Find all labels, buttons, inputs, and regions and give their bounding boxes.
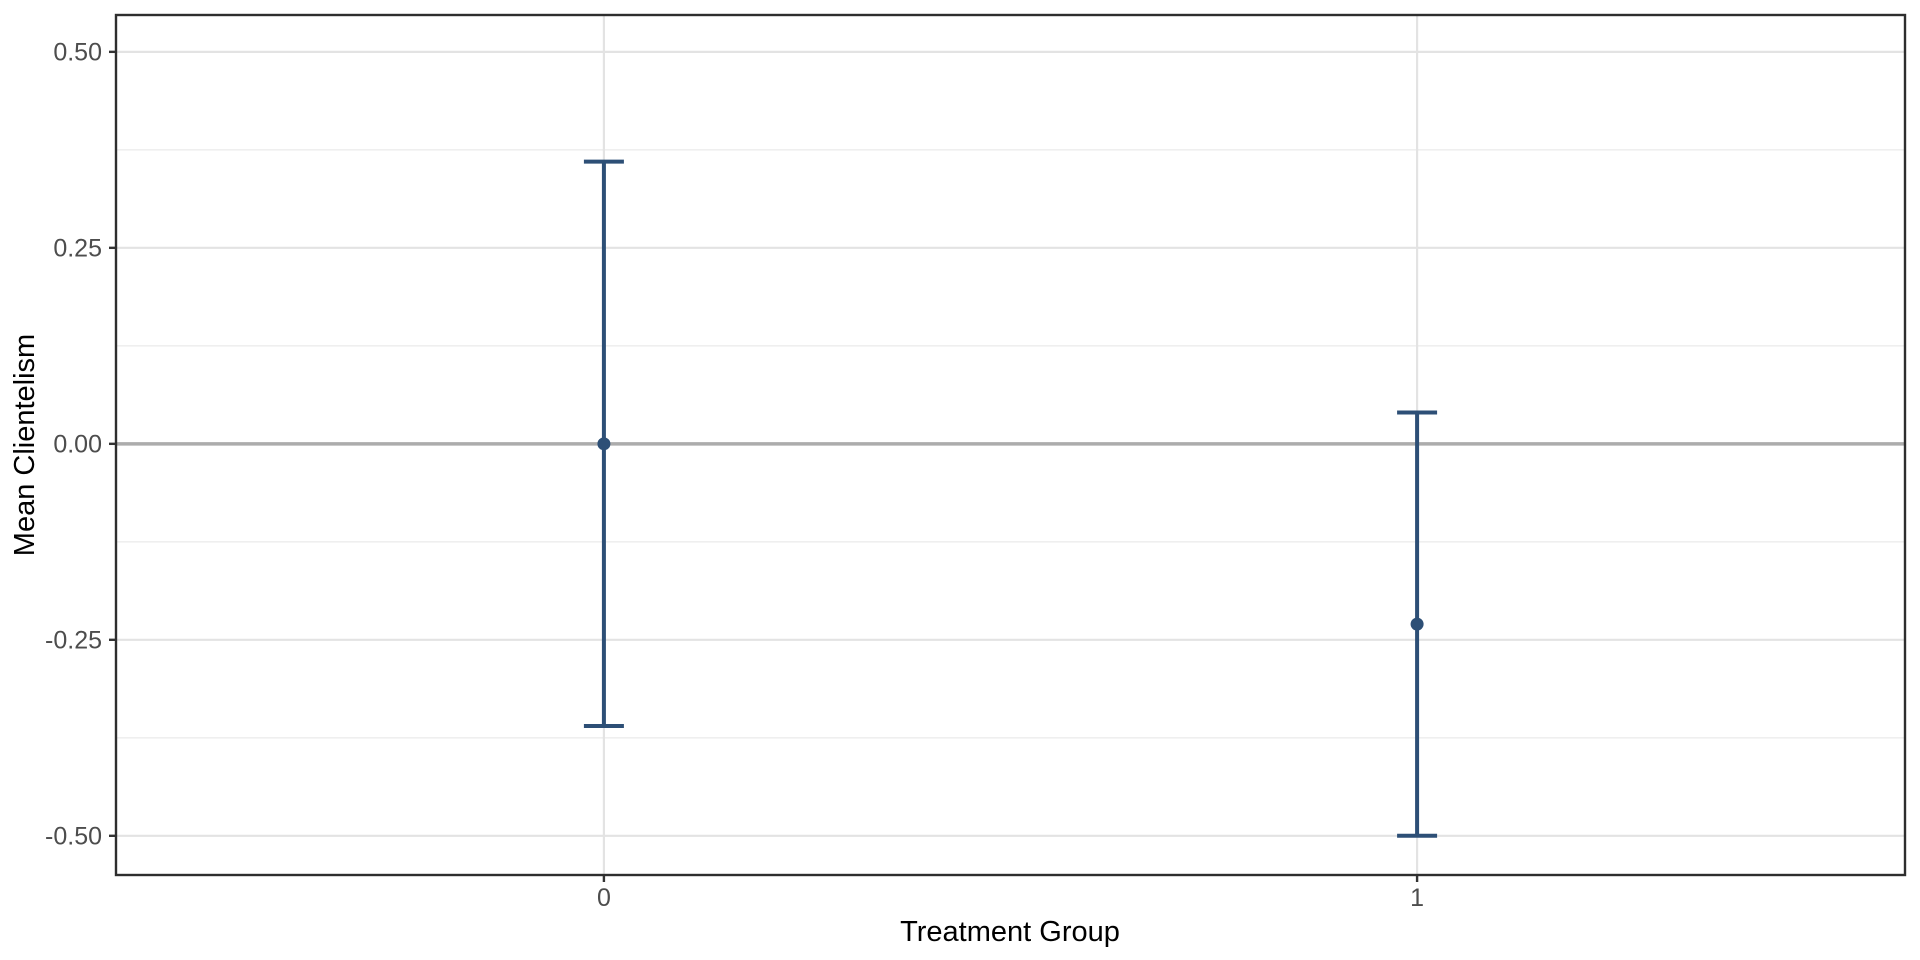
errorbar-group-0	[583, 159, 624, 729]
data-point	[597, 437, 611, 451]
y-tick-label: 0.00	[53, 430, 102, 458]
axes-layer: -0.50 -0.25 0.00 0.25 0.50 0 1	[45, 13, 1907, 912]
errorbar-group-1	[1397, 410, 1438, 838]
data-point	[1410, 617, 1424, 631]
gridlines-layer	[116, 15, 1905, 875]
x-axis-title: Treatment Group	[900, 916, 1120, 948]
y-tick-label: -0.25	[45, 626, 102, 654]
y-tick-label: 0.25	[53, 234, 102, 262]
data-layer	[583, 159, 1438, 838]
y-tick-label: -0.50	[45, 822, 102, 850]
x-tick-label: 1	[1410, 884, 1424, 912]
x-tick-label: 0	[597, 884, 611, 912]
y-axis-title: Mean Clientelism	[9, 334, 41, 556]
panel-border	[114, 13, 1907, 877]
y-tick-label: 0.50	[53, 38, 102, 66]
